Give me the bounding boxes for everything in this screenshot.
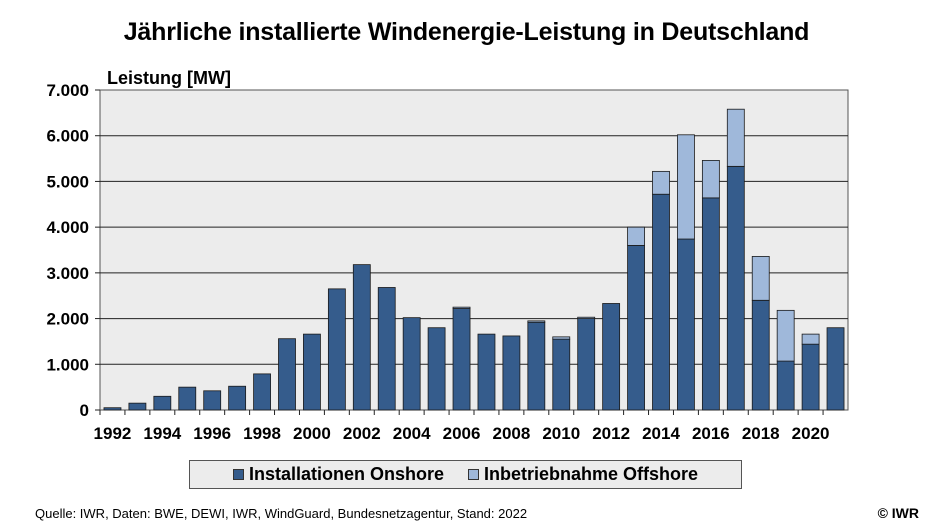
bar-offshore [552,336,571,340]
bar-onshore [776,360,795,411]
bar-onshore [402,317,421,411]
x-tick-label: 2014 [642,424,680,443]
y-tick-label: 0 [80,401,89,420]
x-tick-label: 2012 [592,424,630,443]
bar-onshore [377,287,396,411]
bar-offshore [627,226,645,246]
bar-onshore [352,264,371,411]
legend-label-offshore: Inbetriebnahme Offshore [484,464,699,484]
x-tick-label: 1992 [94,424,132,443]
bar-onshore [178,386,197,411]
y-tick-labels: 0 1.000 2.000 3.000 4.000 5.000 6.000 7.000 [46,81,89,420]
bar-onshore [602,303,621,411]
x-tick-label: 2020 [792,424,830,443]
legend: Installationen Onshore Inbetriebnahme Of… [189,460,742,489]
x-tick-label: 1998 [243,424,281,443]
bar-onshore [228,385,247,411]
bar-offshore [776,309,795,362]
bar-offshore [701,159,720,199]
legend-item-offshore: Inbetriebnahme Offshore [468,464,698,485]
bar-offshore [452,306,471,309]
bar-offshore [726,108,745,167]
bar-onshore [826,327,845,411]
x-tick-label: 2000 [293,424,331,443]
x-tick-label: 1994 [143,424,181,443]
bar-offshore [577,316,596,319]
y-axis-label: Leistung [MW] [107,68,231,88]
bar-offshore [677,134,695,240]
y-tick-label: 3.000 [46,264,89,283]
x-tick-label: 2002 [343,424,381,443]
y-tick-label: 4.000 [46,218,89,237]
y-tick-label: 6.000 [46,127,89,146]
bar-offshore [527,320,546,323]
y-tick-label: 2.000 [46,310,89,329]
bar-offshore [652,170,670,195]
source-note: Quelle: IWR, Daten: BWE, DEWI, IWR, Wind… [35,506,528,521]
bar-onshore [677,238,695,411]
bar-onshore [452,308,471,411]
x-tick-label: 2008 [492,424,530,443]
bar-onshore [577,318,596,411]
bar-offshore [801,333,820,345]
bar-series [103,108,845,411]
bar-onshore [303,333,321,411]
bar-onshore [726,165,745,411]
plot-area [99,89,849,411]
legend-swatch-onshore [232,469,244,480]
bar-onshore [527,321,546,411]
y-tick-label: 5.000 [46,172,89,191]
x-tick-label: 2018 [742,424,780,443]
bar-onshore [128,402,147,411]
x-tick-label: 2006 [443,424,481,443]
bar-onshore [327,288,346,411]
gridlines [95,89,848,415]
x-tick-label: 2016 [692,424,730,443]
bar-onshore [801,343,820,411]
bar-onshore [203,390,222,411]
legend-item-onshore: Installationen Onshore [232,464,444,485]
bar-onshore [253,373,271,411]
legend-label-onshore: Installationen Onshore [248,464,444,484]
y-tick-label: 7.000 [46,81,89,100]
bar-onshore [751,299,770,411]
bar-onshore [477,333,496,411]
bar-onshore [627,245,645,411]
copyright-note: © IWR [877,505,919,521]
bar-onshore [552,338,571,411]
x-tick-label: 2004 [393,424,431,443]
legend-swatch-offshore [468,469,479,480]
bar-onshore [701,197,720,411]
bar-onshore [278,338,296,411]
bar-onshore [427,327,446,411]
y-tick-label: 1.000 [46,355,89,374]
bar-offshore [751,255,770,301]
x-tick-labels: 1992 1994 1996 1998 2000 2002 2004 2006 2008 2010… [94,424,830,443]
bar-onshore [652,193,670,411]
x-tick-label: 2010 [542,424,580,443]
x-tick-label: 1996 [193,424,231,443]
bar-onshore [153,395,172,411]
bar-onshore [502,335,521,411]
bar-onshore [103,407,122,411]
chart-title: Jährliche installierte Windenergie-Leist… [123,18,810,46]
